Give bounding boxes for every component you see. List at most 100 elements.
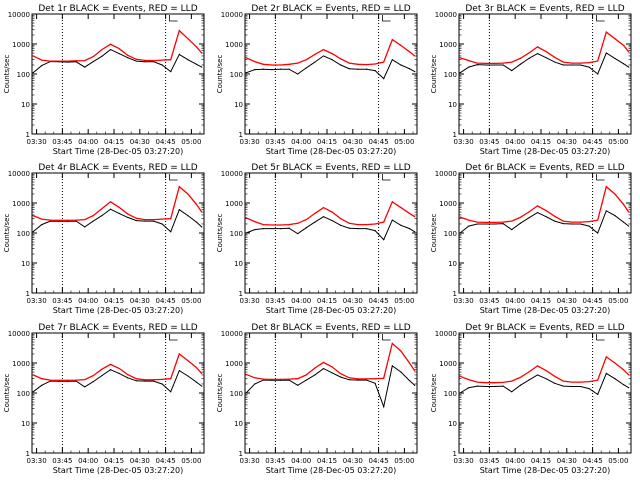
x-tick-label: 04:30 [343,297,363,305]
data-point-lld [118,206,120,208]
data-point-lld [201,52,203,54]
data-point-lld [279,64,282,66]
data-point-events [170,71,172,73]
data-point-events [201,226,203,228]
data-point-events [365,68,368,70]
data-point-lld [331,52,333,55]
y-tick-label: 10000 [435,11,457,19]
data-point-lld [408,51,411,53]
x-tick-label: 03:30 [453,457,473,465]
panel-title: Det 6r BLACK = Events, RED = LLD [465,163,624,173]
data-point-events [127,57,129,59]
data-point-lld [511,61,513,63]
bracket-mark [169,174,178,181]
data-point-lld [468,59,470,62]
data-point-lld [75,60,77,62]
data-point-events [127,377,129,379]
data-point-events [348,68,350,70]
data-point-lld [502,62,504,64]
data-point-events [614,215,616,217]
x-tick-label: 04:45 [155,457,175,465]
data-point-lld [118,48,120,50]
data-point-lld [391,342,393,345]
data-point-events [511,391,513,393]
bracket-mark [382,15,391,22]
panel-title: Det 9r BLACK = Events, RED = LLD [465,323,624,333]
data-point-lld [161,59,163,61]
y-tick-label: 1000 [225,41,243,49]
y-tick-label: 10000 [8,11,30,19]
y-tick-label: 100 [17,230,30,238]
data-point-events [41,384,43,386]
data-point-events [545,378,547,380]
data-point-events [519,222,521,224]
panel-9: Det 9r BLACK = Events, RED = LLD 1 10 100 10… [430,323,632,475]
data-point-events [340,376,342,378]
data-point-lld [519,57,521,60]
panel-title: Det 3r BLACK = Events, RED = LLD [465,4,624,14]
x-tick-label: 04:00 [291,297,311,305]
data-point-events [468,387,470,389]
data-point-events [554,382,556,384]
data-point-events [109,208,112,210]
data-point-events [554,220,556,222]
x-tick-label: 03:45 [265,457,285,465]
y-tick-label: 100 [230,390,243,398]
y-tick-label: 10000 [8,170,30,178]
data-point-lld [536,46,539,48]
data-point-lld [49,60,51,62]
data-point-lld [288,224,290,226]
data-point-lld [144,218,146,221]
data-point-lld [32,55,34,57]
data-point-events [628,66,630,68]
data-point-events [374,382,376,384]
data-point-lld [41,378,43,380]
data-point-events [459,232,461,234]
data-point-lld [178,186,180,188]
data-point-events [340,64,342,66]
data-point-lld [262,63,264,65]
series-line-events [459,372,629,396]
data-point-lld [459,375,461,377]
data-point-events [322,368,325,370]
series-line-lld [32,352,203,381]
bracket-mark [169,15,178,22]
x-tick-label: 04:00 [291,138,311,146]
y-tick-label: 1 [239,131,243,139]
y-tick-label: 1000 [12,41,30,49]
data-point-events [485,223,487,225]
series-line-events [245,216,415,241]
x-tick-label: 04:30 [343,457,363,465]
plot-frame [244,13,418,135]
data-point-events [348,227,350,229]
data-point-events [605,210,607,212]
data-point-events [66,61,69,63]
data-point-events [32,391,34,393]
bracket-mark [169,334,178,341]
data-point-events [383,406,385,408]
data-point-events [597,232,599,234]
data-point-lld [187,360,189,362]
data-point-events [195,63,198,65]
data-point-events [254,383,256,385]
x-tick-label: 04:45 [155,297,175,305]
y-tick-label: 100 [230,230,243,238]
y-tick-label: 1 [26,450,30,458]
panel-8: Det 8r BLACK = Events, RED = LLD 1 10 100 10… [216,323,418,475]
data-point-lld [322,49,325,51]
x-tick-label: 04:15 [531,138,551,146]
data-point-lld [58,219,60,221]
data-point-events [262,228,264,230]
data-point-events [170,231,172,233]
y-axis-label: Counts/sec [216,214,224,253]
y-tick-label: 10000 [221,330,243,338]
panel-title: Det 1r BLACK = Events, RED = LLD [38,4,197,14]
data-point-events [554,61,556,63]
data-point-lld [383,221,385,223]
data-point-events [84,386,86,388]
plot-frame [31,13,205,135]
data-point-lld [357,224,359,226]
data-point-events [414,71,416,73]
x-tick-label: 04:15 [104,297,124,305]
